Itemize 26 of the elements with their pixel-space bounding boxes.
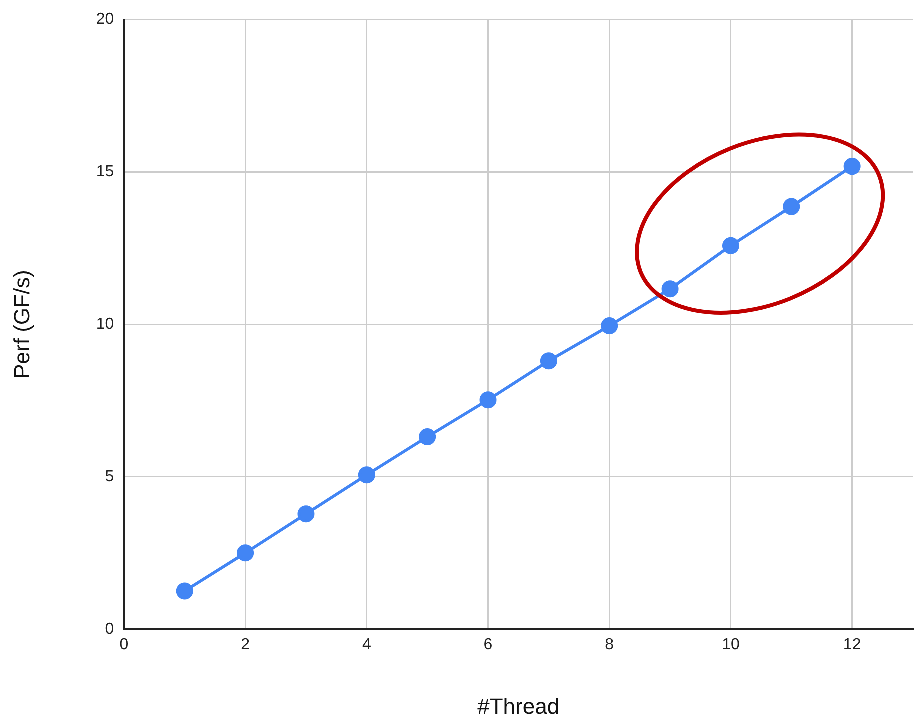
x-tick-label: 2 — [241, 636, 250, 654]
point — [783, 198, 800, 216]
point — [298, 506, 315, 523]
point — [480, 392, 497, 409]
y-tick-label: 15 — [96, 163, 114, 180]
x-tick-label: 10 — [722, 636, 740, 654]
x-tick-label: 12 — [843, 636, 862, 654]
point — [176, 582, 194, 600]
point — [844, 158, 861, 176]
x-tick-label: 8 — [605, 636, 614, 654]
y-tick-label: 5 — [105, 468, 114, 486]
point — [358, 466, 376, 484]
point — [601, 318, 618, 335]
point — [722, 237, 740, 254]
point — [540, 352, 558, 370]
y-axis-title: Perf (GF/s) — [9, 270, 34, 379]
point — [662, 280, 679, 298]
y-tick-label: 0 — [105, 620, 114, 638]
x-tick-label: 4 — [362, 636, 372, 654]
x-tick-label: 6 — [484, 636, 493, 654]
point — [419, 428, 436, 446]
y-tick-label: 10 — [96, 316, 114, 333]
point — [237, 544, 254, 562]
x-axis-title: #Thread — [478, 694, 560, 719]
y-tick-label: 20 — [96, 11, 114, 28]
x-tick-label: 0 — [120, 636, 129, 654]
